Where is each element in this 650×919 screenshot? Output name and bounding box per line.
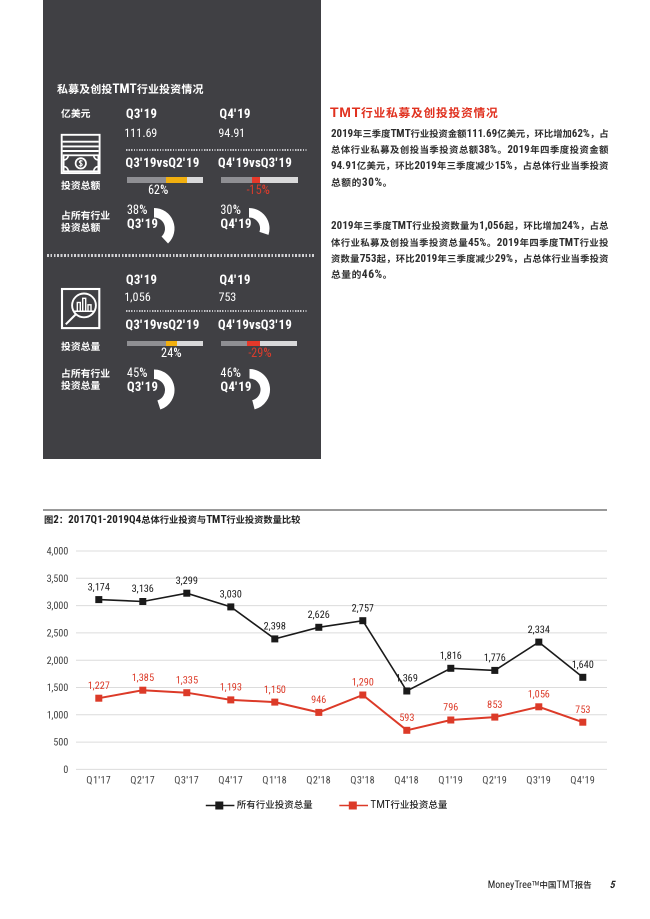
- svg-text:1,150: 1,150: [264, 683, 286, 696]
- svg-text:3,136: 3,136: [132, 582, 154, 595]
- svg-text:Q2'19: Q2'19: [482, 776, 507, 787]
- svg-text:1,000: 1,000: [47, 710, 69, 721]
- svg-text:500: 500: [53, 738, 68, 749]
- svg-text:Q4'19: Q4'19: [570, 776, 595, 787]
- svg-text:3,299: 3,299: [176, 574, 198, 587]
- svg-text:Q1'17: Q1'17: [86, 776, 111, 787]
- svg-text:2,500: 2,500: [47, 629, 69, 640]
- svg-text:593: 593: [399, 711, 414, 724]
- svg-text:1,500: 1,500: [47, 683, 69, 694]
- svg-text:2,000: 2,000: [47, 656, 69, 667]
- svg-text:2,757: 2,757: [352, 601, 374, 614]
- svg-text:946: 946: [311, 693, 326, 706]
- svg-text:1,290: 1,290: [352, 676, 374, 689]
- svg-text:Q3'18: Q3'18: [350, 776, 375, 787]
- svg-text:796: 796: [443, 701, 458, 714]
- svg-text:Q3'17: Q3'17: [174, 776, 199, 787]
- svg-text:1,385: 1,385: [132, 671, 154, 684]
- svg-text:1,227: 1,227: [88, 679, 110, 692]
- svg-text:3,000: 3,000: [47, 601, 69, 612]
- svg-text:1,335: 1,335: [176, 673, 198, 686]
- svg-text:Q1'19: Q1'19: [438, 776, 463, 787]
- svg-text:0: 0: [63, 765, 68, 776]
- svg-text:1,776: 1,776: [484, 651, 506, 664]
- svg-text:Q2'17: Q2'17: [130, 776, 155, 787]
- svg-text:3,030: 3,030: [220, 588, 242, 601]
- svg-text:1,816: 1,816: [440, 649, 462, 662]
- svg-text:Q4'17: Q4'17: [218, 776, 243, 787]
- svg-text:753: 753: [575, 703, 590, 716]
- svg-text:1,193: 1,193: [220, 681, 242, 694]
- svg-text:1,640: 1,640: [572, 658, 594, 671]
- svg-text:1,056: 1,056: [528, 688, 550, 701]
- svg-text:Q3'19: Q3'19: [526, 776, 551, 787]
- svg-text:3,500: 3,500: [47, 574, 69, 585]
- svg-text:1,369: 1,369: [396, 672, 418, 685]
- svg-text:2,626: 2,626: [308, 608, 330, 621]
- svg-text:853: 853: [487, 698, 502, 711]
- svg-text:3,174: 3,174: [88, 580, 110, 593]
- svg-text:Q2'18: Q2'18: [306, 776, 331, 787]
- svg-text:Q1'18: Q1'18: [262, 776, 287, 787]
- svg-text:2,334: 2,334: [528, 623, 550, 636]
- svg-text:2,398: 2,398: [264, 620, 286, 633]
- svg-text:Q4'18: Q4'18: [394, 776, 419, 787]
- svg-text:4,000: 4,000: [47, 547, 69, 558]
